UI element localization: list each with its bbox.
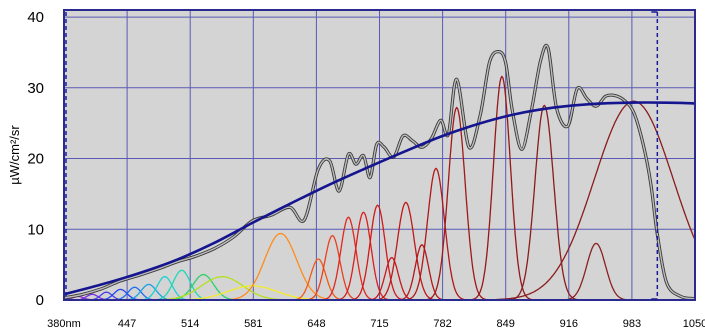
component-peak (468, 75, 536, 301)
component-peak (288, 258, 349, 301)
plot-frame (63, 9, 696, 301)
x-tick-label: 849 (497, 318, 515, 330)
x-tick-label: 782 (433, 318, 451, 330)
component-peak (506, 104, 582, 301)
y-tick-label: 30 (27, 80, 44, 97)
x-tick-label: 514 (181, 318, 199, 330)
component-peak (395, 244, 449, 301)
component-peak (347, 204, 408, 301)
y-tick-label: 40 (27, 9, 44, 26)
y-tick-label: 10 (27, 221, 44, 238)
component-peak (216, 232, 345, 301)
x-tick-label: 380nm (47, 318, 81, 330)
component-peak (371, 201, 440, 301)
x-tick-label: 447 (118, 318, 136, 330)
x-tick-label: 916 (560, 318, 578, 330)
target-curve (63, 101, 696, 296)
x-tick-label: 648 (307, 318, 325, 330)
y-tick-label: 0 (36, 292, 44, 309)
x-tick-label: 983 (623, 318, 641, 330)
x-tick-label: 715 (370, 318, 388, 330)
component-peak (558, 242, 634, 301)
component-peak (302, 234, 363, 301)
x-tick-label: 581 (244, 318, 262, 330)
y-tick-label: 20 (27, 151, 44, 168)
x-tick-label: 1050 (683, 318, 705, 330)
y-axis-label: µW/cm²/sr (7, 125, 22, 185)
component-peak (475, 100, 696, 301)
component-peak (402, 167, 470, 301)
component-peak (318, 216, 379, 301)
measured-curve (63, 44, 696, 300)
